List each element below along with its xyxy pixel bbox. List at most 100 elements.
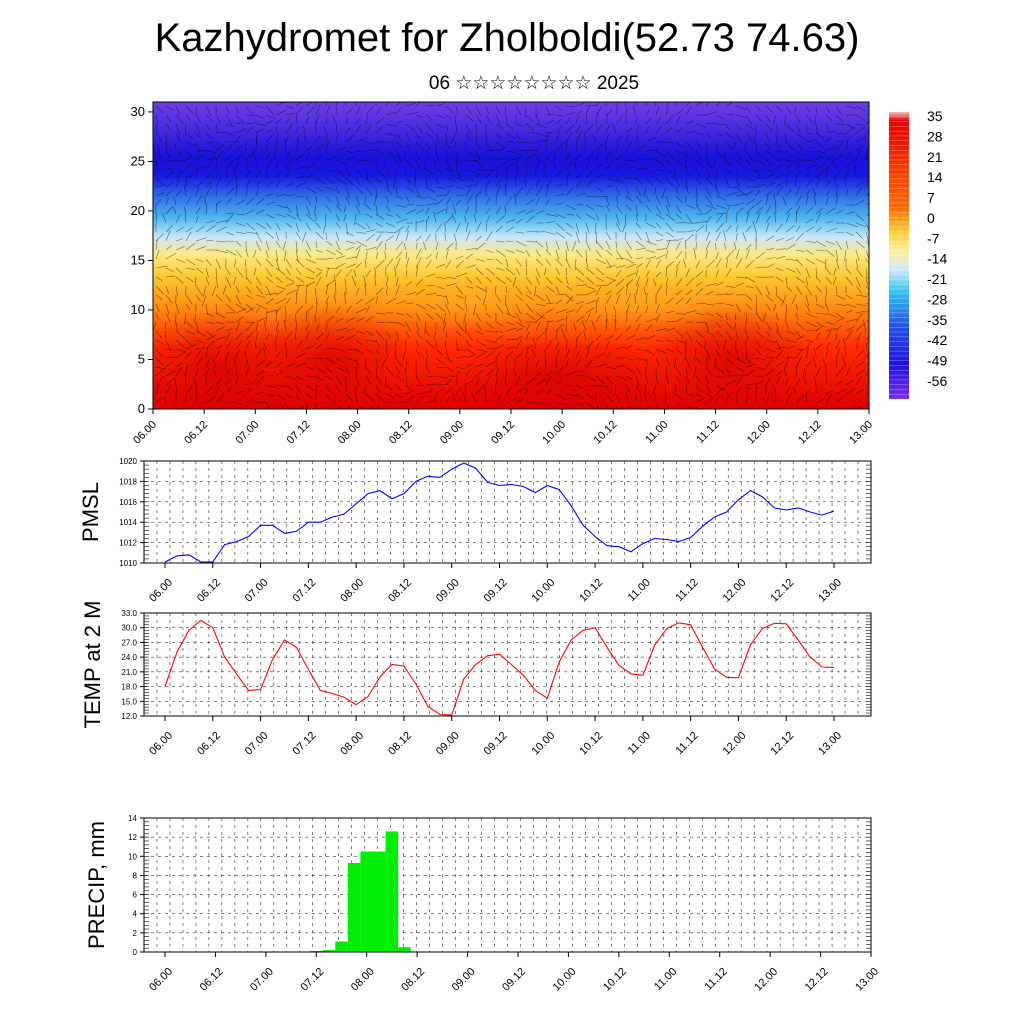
wind-vector	[555, 380, 562, 386]
wind-vector	[395, 132, 402, 140]
wind-vector	[735, 282, 745, 287]
wind-vector	[225, 294, 232, 303]
wind-vector	[645, 318, 658, 323]
wind-vector	[644, 384, 647, 397]
wind-vector	[842, 337, 847, 350]
wind-vector	[345, 231, 355, 237]
wind-vector	[744, 321, 747, 334]
wind-vector	[265, 309, 278, 314]
wind-vector	[225, 213, 234, 224]
wind-vector	[785, 267, 796, 273]
wind-vector	[405, 257, 410, 269]
wind-vector	[335, 133, 339, 143]
wind-vector	[365, 168, 369, 181]
wind-vector	[285, 393, 293, 399]
wind-vector	[335, 249, 343, 256]
wind-vector	[175, 141, 177, 150]
wind-vector	[465, 303, 468, 312]
wind-vector	[355, 262, 362, 269]
wind-vector	[155, 192, 165, 197]
wind-vector	[285, 375, 298, 381]
y-tick-label: 12.0	[121, 712, 137, 721]
wind-vector	[725, 177, 729, 186]
wind-vector	[805, 303, 811, 314]
wind-vector	[625, 127, 632, 134]
wind-vector	[205, 367, 210, 377]
wind-vector	[532, 337, 537, 350]
wind-vector	[225, 368, 231, 377]
wind-vector	[815, 226, 822, 233]
wind-vector	[825, 377, 827, 386]
wind-vector	[865, 147, 869, 152]
wind-vector	[315, 154, 322, 161]
wind-vector	[235, 249, 242, 258]
wind-vector	[235, 331, 243, 341]
wind-vector	[255, 198, 265, 206]
wind-vector	[675, 366, 682, 376]
wind-vector	[725, 379, 737, 386]
wind-vector	[275, 249, 279, 261]
wind-vector	[835, 312, 845, 320]
wind-vector	[455, 348, 466, 352]
wind-vector	[325, 177, 335, 185]
wind-vector	[825, 220, 834, 224]
wind-vector	[185, 114, 191, 121]
wind-vector	[654, 393, 657, 401]
wind-vector	[675, 402, 685, 407]
wind-vector	[574, 258, 577, 271]
wind-vector	[385, 384, 393, 391]
wind-vector	[325, 267, 330, 278]
wind-vector	[855, 180, 866, 188]
wind-vector	[325, 375, 333, 381]
wind-vector	[445, 242, 454, 251]
x-tick-label: 12.12	[796, 419, 824, 447]
wind-vector	[325, 384, 332, 395]
wind-vector	[345, 240, 356, 244]
wind-vector	[765, 248, 775, 251]
wind-vector	[375, 393, 384, 401]
wind-vector	[195, 181, 204, 188]
wind-vector	[395, 300, 406, 305]
wind-vector	[591, 320, 597, 332]
wind-vector	[545, 320, 554, 323]
y-tick-label: 15.0	[121, 697, 137, 706]
wind-vector	[215, 249, 228, 253]
wind-vector	[645, 117, 652, 125]
wind-vector	[705, 132, 712, 140]
wind-vector	[815, 285, 822, 293]
wind-vector	[305, 204, 311, 216]
wind-vector	[735, 207, 744, 215]
wind-vector	[715, 231, 721, 242]
wind-vector	[635, 177, 643, 185]
wind-vector	[675, 108, 684, 116]
wind-vector	[835, 231, 845, 234]
wind-vector	[425, 132, 433, 139]
wind-vector	[555, 213, 566, 219]
wind-vector	[855, 369, 866, 377]
wind-vector	[832, 160, 837, 170]
wind-vector	[565, 267, 568, 276]
wind-vector	[245, 306, 255, 314]
wind-vector	[185, 227, 193, 233]
wind-vector	[675, 330, 684, 338]
wind-vector	[675, 267, 678, 278]
wind-vector	[435, 168, 444, 174]
wind-vector	[435, 199, 443, 206]
wind-vector	[543, 160, 547, 170]
wind-vector	[375, 222, 383, 228]
wind-vector	[404, 339, 407, 348]
wind-vector	[685, 330, 693, 342]
wind-vector	[775, 164, 783, 170]
wind-vector	[705, 111, 718, 116]
wind-vector	[555, 258, 563, 267]
wind-vector	[215, 378, 223, 386]
wind-vector	[415, 339, 419, 348]
wind-vector	[245, 222, 256, 231]
wind-vector	[355, 248, 361, 260]
wind-vector	[785, 303, 788, 313]
y-tick-label: 10	[128, 852, 137, 861]
wind-vector	[585, 347, 590, 359]
wind-vector	[735, 193, 747, 197]
wind-vector	[635, 337, 647, 341]
wind-vector	[785, 105, 791, 114]
